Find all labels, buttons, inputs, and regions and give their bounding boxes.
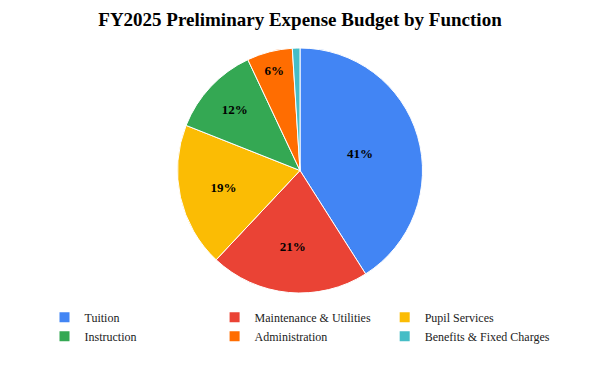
svg-text:Tuition: Tuition (85, 311, 120, 325)
svg-text:6%: 6% (265, 63, 285, 78)
svg-text:Pupil Services: Pupil Services (425, 311, 494, 325)
svg-text:Instruction: Instruction (85, 330, 137, 344)
svg-text:Maintenance & Utilities: Maintenance & Utilities (255, 311, 371, 325)
svg-text:12%: 12% (222, 102, 248, 117)
svg-text:21%: 21% (280, 239, 306, 254)
svg-text:41%: 41% (347, 146, 373, 161)
svg-text:Administration: Administration (255, 330, 328, 344)
svg-text:19%: 19% (210, 180, 236, 195)
svg-text:Benefits & Fixed Charges: Benefits & Fixed Charges (425, 330, 550, 344)
svg-text:FY2025 Preliminary Expense Bud: FY2025 Preliminary Expense Budget by Fun… (98, 9, 502, 30)
